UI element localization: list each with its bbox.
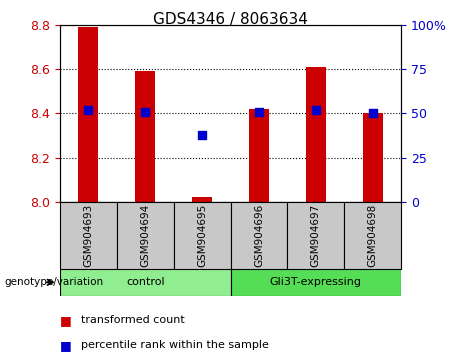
Text: transformed count: transformed count [81, 315, 184, 325]
Text: GSM904696: GSM904696 [254, 204, 264, 267]
Text: ■: ■ [60, 339, 71, 352]
Bar [60, 202, 117, 269]
Text: GSM904698: GSM904698 [367, 204, 378, 267]
Bar [135, 71, 155, 202]
Point [142, 109, 149, 114]
Bar [230, 202, 287, 269]
Bar [60, 269, 230, 296]
Bar [363, 113, 383, 202]
Bar [192, 198, 212, 202]
Point [369, 110, 376, 116]
Bar [287, 202, 344, 269]
Text: GSM904694: GSM904694 [140, 204, 150, 267]
Point [255, 109, 263, 114]
Text: GSM904693: GSM904693 [83, 204, 94, 267]
Text: GSM904695: GSM904695 [197, 204, 207, 267]
Point [198, 132, 206, 137]
Text: GDS4346 / 8063634: GDS4346 / 8063634 [153, 12, 308, 27]
Point [85, 107, 92, 113]
Text: GSM904697: GSM904697 [311, 204, 321, 267]
Bar [306, 67, 326, 202]
Bar [249, 109, 269, 202]
Bar [174, 202, 230, 269]
Text: Gli3T-expressing: Gli3T-expressing [270, 277, 362, 287]
Bar [117, 202, 174, 269]
Point [312, 107, 319, 113]
Bar [78, 27, 98, 202]
Text: percentile rank within the sample: percentile rank within the sample [81, 340, 269, 350]
Text: genotype/variation: genotype/variation [5, 277, 104, 287]
Text: control: control [126, 277, 165, 287]
Bar [230, 269, 401, 296]
Bar [344, 202, 401, 269]
Text: ■: ■ [60, 314, 71, 327]
